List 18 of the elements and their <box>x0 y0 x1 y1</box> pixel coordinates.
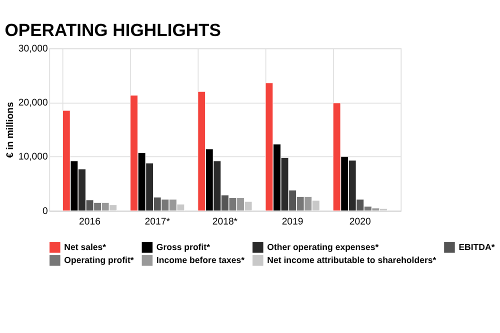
legend-label: Operating profit* <box>64 255 134 266</box>
x-tick-label: 2018* <box>212 216 238 228</box>
legend-label: Net income attributable to shareholders* <box>267 255 437 266</box>
legend-label: EBITDA* <box>458 242 496 252</box>
legend-label: Gross profit* <box>156 242 211 252</box>
chart-title: OPERATING HIGHLIGHTS <box>4 20 222 40</box>
x-tick-label: 2019 <box>282 216 304 228</box>
y-tick-label: 10,000 <box>18 152 48 163</box>
x-tick-label: 2016 <box>79 216 101 228</box>
legend-label: Income before taxes* <box>156 255 246 266</box>
x-tick-label: 2020 <box>349 216 371 228</box>
y-tick-label: 20,000 <box>18 97 48 108</box>
x-tick-label: 2017* <box>144 216 170 228</box>
legend-label: Other operating expenses* <box>267 242 380 252</box>
y-axis-title: € in millions <box>5 102 16 158</box>
y-tick-label: 30,000 <box>18 43 48 54</box>
legend-label: Net sales* <box>64 242 107 252</box>
y-tick-label: 0 <box>42 206 48 217</box>
